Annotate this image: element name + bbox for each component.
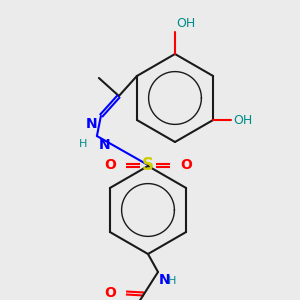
Text: O: O xyxy=(104,286,116,300)
Text: H: H xyxy=(79,139,87,149)
Text: O: O xyxy=(104,158,116,172)
Text: O: O xyxy=(180,158,192,172)
Text: N: N xyxy=(85,117,97,131)
Text: N: N xyxy=(99,138,110,152)
Text: H: H xyxy=(168,276,176,286)
Text: S: S xyxy=(142,156,154,174)
Text: OH: OH xyxy=(176,17,195,30)
Text: OH: OH xyxy=(233,113,252,127)
Text: N: N xyxy=(159,273,171,287)
